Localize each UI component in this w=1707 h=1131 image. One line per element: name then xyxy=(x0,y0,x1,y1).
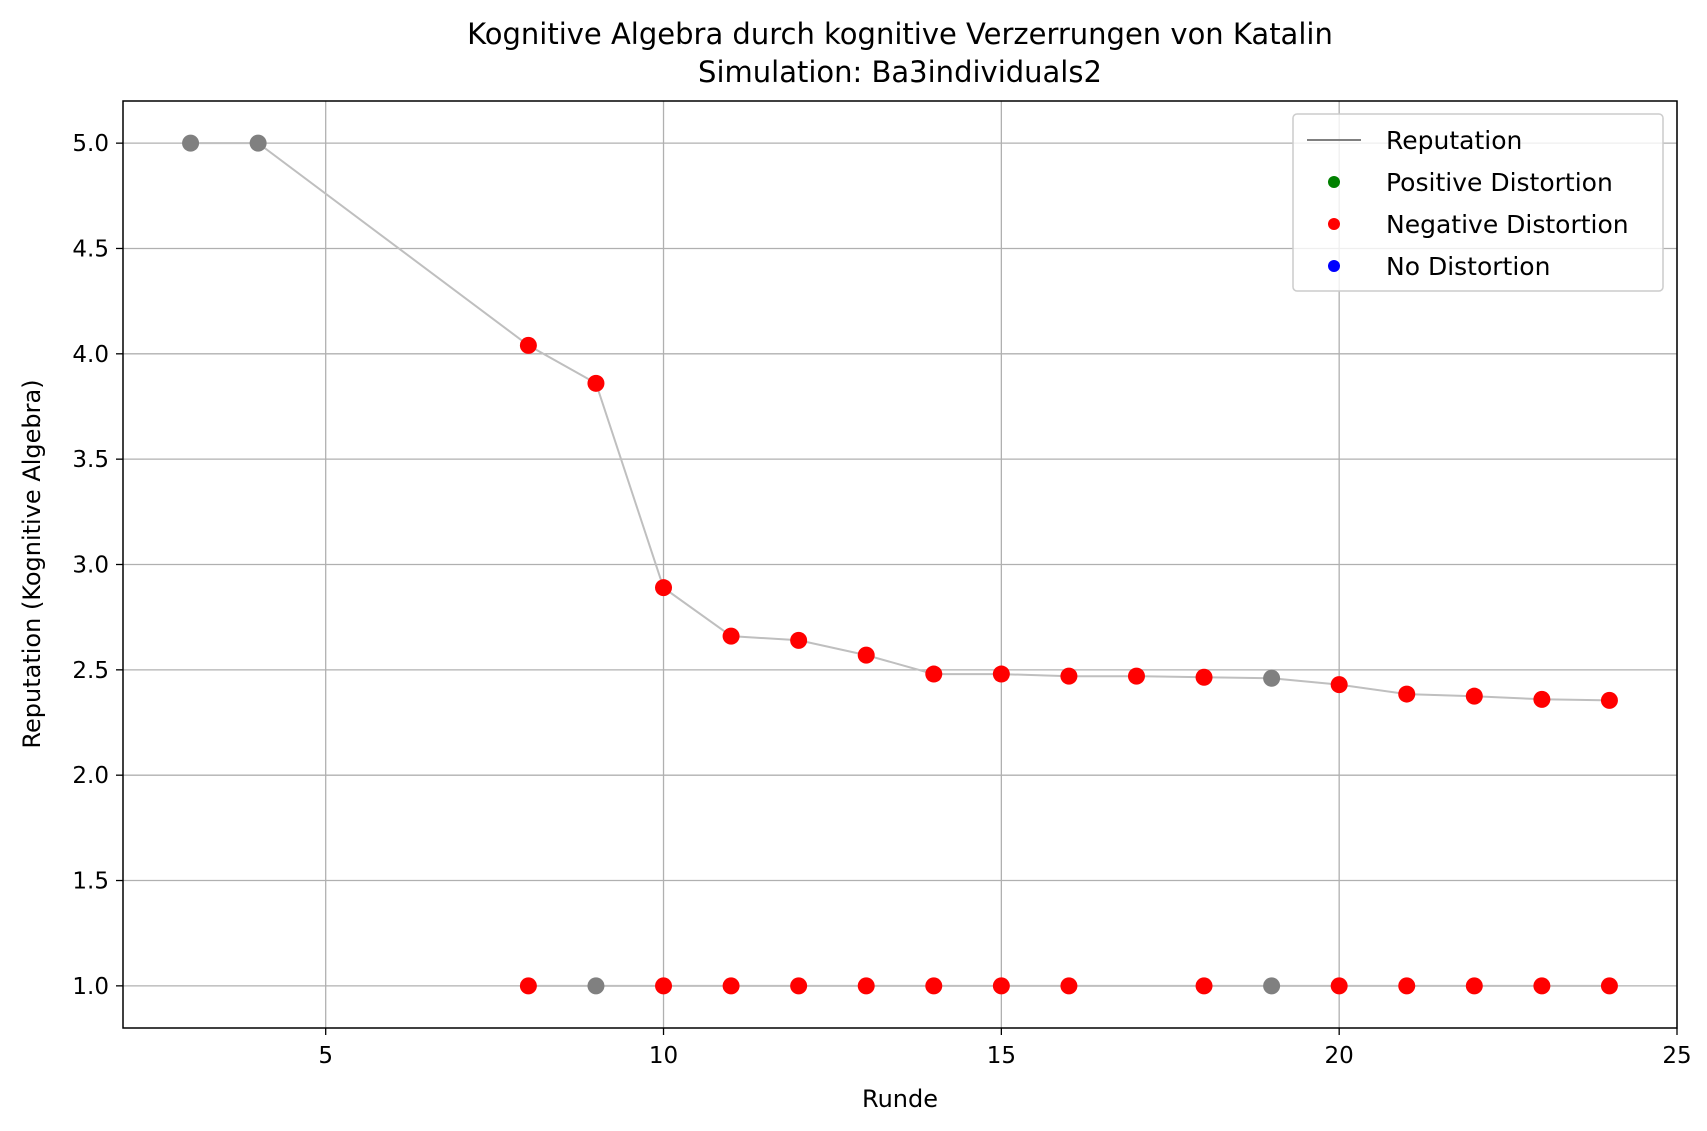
data-point xyxy=(1533,977,1551,995)
y-tick-label: 2.0 xyxy=(72,763,109,789)
data-point xyxy=(1195,977,1213,995)
grid xyxy=(123,101,1678,1028)
y-tick-label: 3.0 xyxy=(72,553,109,579)
data-point xyxy=(925,665,943,683)
legend-marker-swatch xyxy=(1328,260,1340,272)
data-point xyxy=(1330,977,1348,995)
y-tick-label: 3.5 xyxy=(72,447,109,473)
data-point xyxy=(1398,685,1416,703)
data-point xyxy=(1600,691,1618,709)
data-point xyxy=(790,977,808,995)
legend-label: Reputation xyxy=(1386,126,1522,155)
x-tick-label: 25 xyxy=(1662,1043,1691,1069)
data-point xyxy=(992,665,1010,683)
data-point xyxy=(655,579,673,597)
legend-label: Negative Distortion xyxy=(1386,210,1629,239)
y-tick-label: 4.5 xyxy=(72,236,109,262)
data-point xyxy=(1195,668,1213,686)
data-point xyxy=(925,977,943,995)
data-point xyxy=(1600,977,1618,995)
data-point xyxy=(182,134,200,152)
data-point xyxy=(655,977,673,995)
data-point xyxy=(1060,667,1078,685)
x-tick-label: 10 xyxy=(649,1043,678,1069)
x-axis-ticks: 5 10 15 20 25 xyxy=(318,1028,1692,1069)
chart-title: Kognitive Algebra durch kognitive Verzer… xyxy=(467,17,1333,51)
legend: Reputation Positive Distortion Negative Di… xyxy=(1292,113,1664,292)
data-point xyxy=(790,631,808,649)
data-point xyxy=(857,646,875,664)
data-points xyxy=(182,134,1618,995)
data-point xyxy=(1533,690,1551,708)
data-point xyxy=(587,374,605,392)
x-axis-label: Runde xyxy=(862,1085,938,1113)
data-point xyxy=(1263,669,1281,687)
y-tick-label: 4.0 xyxy=(72,342,109,368)
legend-marker-swatch xyxy=(1328,176,1340,188)
data-point xyxy=(992,977,1010,995)
chart-subtitle: Simulation: Ba3individuals2 xyxy=(698,55,1102,89)
data-point xyxy=(519,977,537,995)
data-point xyxy=(1398,977,1416,995)
data-point xyxy=(1263,977,1281,995)
y-tick-label: 1.0 xyxy=(72,974,109,1000)
data-point xyxy=(1127,667,1145,685)
legend-marker-swatch xyxy=(1328,218,1340,230)
data-point xyxy=(519,336,537,354)
data-point xyxy=(1330,676,1348,694)
data-point xyxy=(1060,977,1078,995)
legend-label: Positive Distortion xyxy=(1386,168,1613,197)
data-point xyxy=(1465,977,1483,995)
x-tick-label: 15 xyxy=(987,1043,1016,1069)
y-tick-label: 2.5 xyxy=(72,658,109,684)
data-point xyxy=(722,977,740,995)
legend-label: No Distortion xyxy=(1386,252,1550,281)
x-tick-label: 20 xyxy=(1325,1043,1354,1069)
y-axis-label: Reputation (Kognitive Algebra) xyxy=(18,379,46,748)
data-point xyxy=(587,977,605,995)
data-point xyxy=(722,627,740,645)
y-tick-label: 5.0 xyxy=(72,131,109,157)
data-point xyxy=(1465,687,1483,705)
y-axis-ticks: 1.0 1.5 2.0 2.5 3.0 3.5 4.0 4.5 5.0 xyxy=(72,131,123,1000)
y-tick-label: 1.5 xyxy=(72,869,109,895)
legend-box xyxy=(1292,113,1664,292)
data-point xyxy=(249,134,267,152)
x-tick-label: 5 xyxy=(318,1043,333,1069)
data-point xyxy=(857,977,875,995)
